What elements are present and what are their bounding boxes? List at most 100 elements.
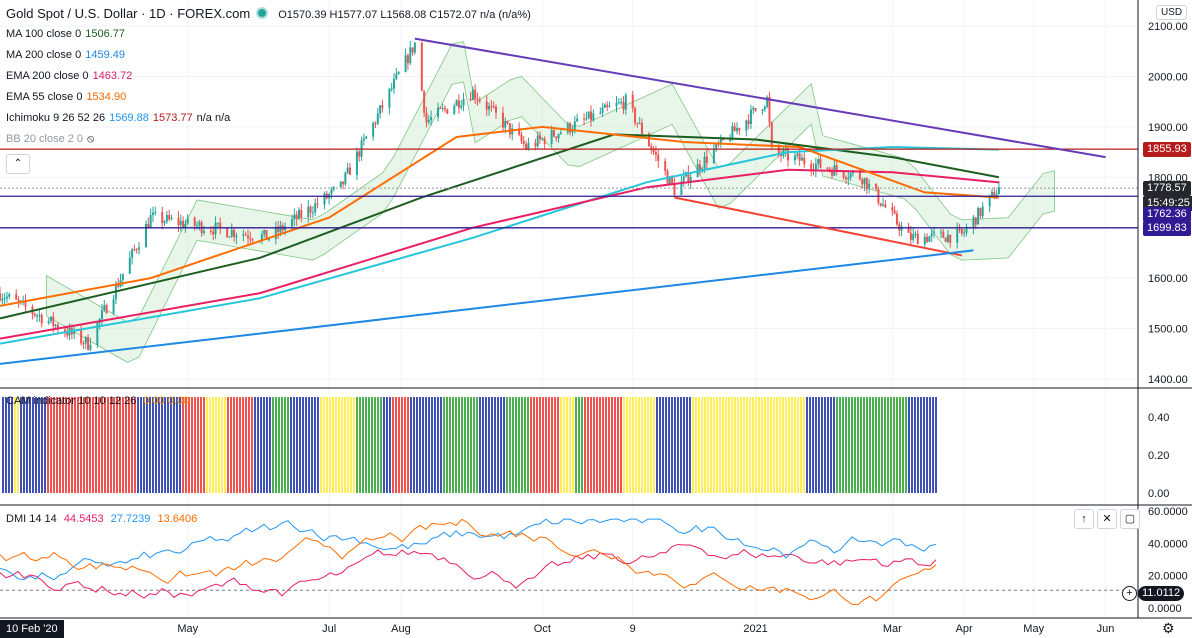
indicator-legend-item[interactable]: MA 200 close 0 1459.49 — [6, 49, 125, 61]
cam-bar — [491, 397, 493, 493]
trendline — [414, 37, 1106, 159]
candle-body — [617, 102, 620, 104]
cam-bar — [935, 397, 937, 493]
time-tick-label: Jun — [1097, 623, 1115, 635]
dmi-minus-value: 13.6406 — [157, 513, 198, 525]
dmi-legend: DMI 14 14 44.5453 27.7239 13.6406 — [6, 513, 197, 525]
cam-bar — [482, 397, 484, 493]
cam-bar — [170, 397, 172, 493]
indicator-legend-item[interactable]: EMA 200 close 0 1463.72 — [6, 70, 132, 82]
candle-body — [956, 228, 959, 243]
candle-body — [729, 139, 732, 141]
currency-label[interactable]: USD — [1156, 5, 1188, 20]
cam-bar — [425, 397, 427, 493]
candle-body — [38, 314, 41, 316]
cam-bar — [389, 397, 391, 493]
candle-body — [230, 229, 233, 237]
cam-bar — [143, 397, 145, 493]
cam-bar — [725, 397, 727, 493]
candle-body — [186, 217, 189, 224]
cam-bar — [239, 397, 241, 493]
dmi-adx-value: 44.5453 — [63, 513, 104, 525]
cam-bar — [62, 397, 64, 493]
candle-body — [485, 101, 488, 110]
cam-bar — [197, 397, 199, 493]
cam-bar — [38, 397, 40, 493]
indicator-value: 1569.88 — [109, 112, 149, 124]
cam-bar — [689, 397, 691, 493]
candle-body — [372, 122, 375, 137]
dmi-line — [0, 518, 937, 606]
cam-bar — [551, 397, 553, 493]
indicator-legend-item[interactable]: EMA 55 close 0 1534.90 — [6, 91, 126, 103]
candle-body — [800, 157, 803, 161]
candle-body — [949, 234, 952, 243]
eye-off-icon[interactable]: ⦸ — [87, 133, 95, 145]
cam-label: CAM indicator 10 10 12 26 — [6, 395, 137, 407]
candle-body — [703, 156, 706, 169]
cam-bar — [476, 397, 478, 493]
candle-body — [228, 236, 231, 238]
candle-body — [573, 121, 576, 131]
cam-bar — [386, 397, 388, 493]
indicator-legend-item[interactable]: MA 100 close 0 1506.77 — [6, 28, 125, 40]
indicator-value: 1463.72 — [92, 70, 133, 82]
candle-body — [128, 257, 131, 274]
cam-bar — [872, 397, 874, 493]
candle-body — [409, 47, 412, 64]
indicator-legend-item[interactable]: Ichimoku 9 26 52 26 1569.88 1573.77 n/a n/a — [6, 112, 230, 124]
gear-icon[interactable]: ⚙ — [1162, 620, 1175, 636]
cam-bar — [683, 397, 685, 493]
cam-bar — [617, 397, 619, 493]
cam-bar — [308, 397, 310, 493]
dmi-label: DMI 14 14 — [6, 513, 57, 525]
candle-body — [145, 223, 148, 248]
cam-bar — [863, 397, 865, 493]
cam-bar — [218, 397, 220, 493]
candle-body — [963, 232, 966, 234]
candle-body — [745, 120, 748, 131]
cam-bar — [581, 397, 583, 493]
cam-bar — [320, 397, 322, 493]
candle-body — [550, 130, 553, 144]
candle-body — [131, 249, 134, 258]
candle-body — [488, 105, 491, 110]
cam-bar — [140, 397, 142, 493]
cam-bar — [659, 397, 661, 493]
cam-bar — [785, 397, 787, 493]
cam-bar — [602, 397, 604, 493]
candle-body — [858, 171, 861, 180]
cam-bar — [698, 397, 700, 493]
close-icon[interactable]: ✕ — [1097, 509, 1117, 529]
candle-body — [233, 229, 236, 238]
add-icon[interactable]: + — [1122, 586, 1137, 601]
candle-body — [868, 183, 871, 190]
cam-bar — [797, 397, 799, 493]
maximize-icon[interactable]: ▢ — [1120, 509, 1140, 529]
cam-bar — [95, 397, 97, 493]
indicator-legend-item[interactable]: BB 20 close 2 0 ⦸ — [6, 133, 94, 146]
candle-body — [965, 228, 968, 233]
cam-bar — [734, 397, 736, 493]
cam-bar — [296, 397, 298, 493]
cam-bar — [608, 397, 610, 493]
candle-body — [650, 146, 653, 150]
cam-bar — [881, 397, 883, 493]
cam-bar — [782, 397, 784, 493]
cam-bar — [656, 397, 658, 493]
ichimoku-cloud — [45, 41, 1055, 363]
candle-body — [36, 315, 39, 317]
cam-bar — [566, 397, 568, 493]
candles — [0, 40, 1000, 352]
indicator-label: MA 100 close 0 — [6, 28, 82, 40]
candle-body — [469, 99, 472, 101]
symbol-title[interactable]: Gold Spot / U.S. Dollar · 1D · FOREX.com — [6, 6, 251, 21]
collapse-legend-button[interactable]: ⌃ — [6, 154, 30, 174]
cam-bar — [410, 397, 412, 493]
cam-bar — [851, 397, 853, 493]
cam-bar — [707, 397, 709, 493]
candle-body — [926, 236, 929, 242]
cam-bar — [866, 397, 868, 493]
arrow-up-icon[interactable]: ↑ — [1074, 509, 1094, 529]
